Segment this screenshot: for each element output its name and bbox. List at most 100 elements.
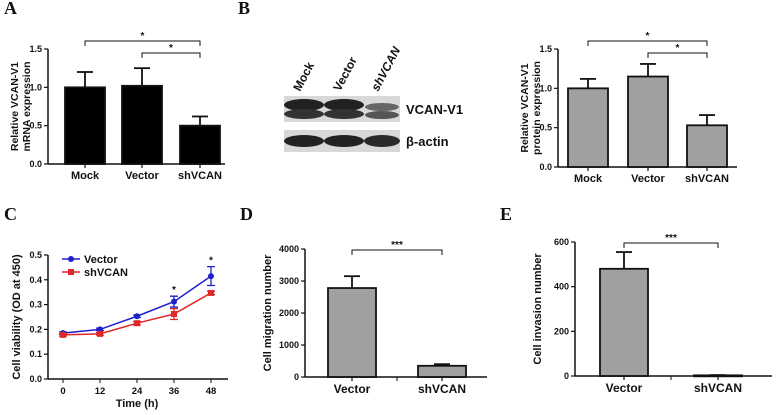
panel-label-e: E — [500, 204, 512, 224]
significance-label: * — [141, 31, 145, 42]
chart-panel-c: 0.0 0.1 0.2 0.3 0.4 0.5 Cell viability (OD at … — [11, 250, 228, 410]
x-tick-label: shVCAN — [418, 382, 466, 396]
y-tick-label: 0.1 — [29, 349, 42, 359]
y-axis-label: protein expression — [531, 61, 543, 155]
x-tick-label: Vector — [334, 382, 371, 396]
y-tick-label: 0 — [564, 371, 569, 381]
chart-panel-a: 0.0 0.5 1.0 1.5 Relative VCAN-V1 mRNA express… — [9, 31, 225, 182]
y-tick-label: 0.0 — [29, 159, 42, 169]
significance-bracket — [623, 242, 719, 248]
data-point — [208, 273, 214, 280]
y-tick-label: 0 — [294, 372, 299, 382]
bar-vector — [627, 75, 669, 168]
data-point — [171, 311, 177, 318]
bar-vector — [121, 84, 163, 165]
x-tick-label: Vector — [631, 173, 665, 185]
x-tick-label: shVCAN — [694, 381, 742, 395]
chart-panel-e: 0 200 400 600 Cell invasion number Vector shVC… — [532, 233, 772, 395]
x-tick-label: 12 — [95, 386, 106, 397]
x-tick-label: Mock — [71, 170, 100, 182]
y-tick-label: 0.0 — [539, 162, 552, 172]
y-tick-label: 0.5 — [539, 123, 552, 133]
y-axis-label: Cell viability (OD at 450) — [11, 254, 23, 380]
legend-label: shVCAN — [84, 267, 128, 279]
x-axis-label: Time (h) — [116, 398, 159, 410]
significance-label: * — [676, 43, 680, 54]
bar-mock — [567, 87, 609, 168]
y-axis-label: mRNA expression — [21, 61, 33, 151]
blot-band — [365, 111, 399, 119]
x-tick-label: 24 — [132, 386, 143, 397]
y-tick-label: 200 — [554, 326, 569, 336]
y-tick-label: 600 — [554, 237, 569, 247]
x-tick-label: shVCAN — [685, 173, 729, 185]
data-point — [60, 331, 66, 338]
legend-marker — [68, 269, 74, 275]
y-axis-label: Cell migration number — [262, 254, 274, 371]
panel-label-a: A — [4, 0, 17, 18]
y-tick-label: 0.2 — [29, 324, 42, 334]
y-axis-label: Relative VCAN-V1 — [519, 63, 531, 152]
significance-label: * — [172, 285, 176, 296]
y-axis-label: Relative VCAN-V1 — [9, 62, 21, 151]
y-tick-label: 1.5 — [29, 44, 42, 54]
x-tick-label: 36 — [169, 386, 180, 397]
y-tick-label: 4000 — [279, 244, 299, 254]
significance-bracket — [351, 249, 443, 255]
blot-lane-label: Vector — [330, 54, 360, 93]
y-tick-label: 0.5 — [29, 250, 42, 260]
blot-band — [324, 135, 364, 147]
data-point — [134, 313, 140, 320]
significance-label: * — [169, 43, 173, 54]
blot-band-label: β-actin — [406, 134, 449, 149]
x-tick-label: Vector — [606, 381, 643, 395]
chart-panel-b: 0.0 0.5 1.0 1.5 Relative VCAN-V1 protein expr… — [519, 31, 737, 185]
blot-band — [365, 103, 399, 111]
significance-label: * — [646, 31, 650, 42]
panel-label-d: D — [240, 204, 253, 224]
blot-band — [284, 135, 324, 147]
y-tick-label: 2000 — [279, 308, 299, 318]
y-tick-label: 1.0 — [29, 82, 42, 92]
y-tick-label: 0.5 — [29, 121, 42, 131]
bar-vector — [599, 267, 649, 377]
y-tick-label: 400 — [554, 282, 569, 292]
y-tick-label: 0.4 — [29, 275, 42, 285]
panel-label-b: B — [238, 0, 250, 18]
western-blot: Mock Vector shVCAN VCAN-V1 β-actin — [284, 44, 463, 152]
data-point — [97, 330, 103, 337]
significance-bracket — [84, 40, 201, 46]
significance-label: *** — [665, 233, 677, 244]
blot-lane-label: Mock — [290, 59, 317, 93]
x-tick-label: Mock — [574, 173, 603, 185]
significance-bracket — [587, 40, 708, 46]
legend-label: Vector — [84, 254, 118, 266]
significance-bracket — [647, 52, 708, 58]
y-tick-label: 0.3 — [29, 300, 42, 310]
y-tick-label: 3000 — [279, 276, 299, 286]
chart-panel-d: 0 1000 2000 3000 4000 Cell migration number Ve… — [262, 240, 487, 396]
significance-label: * — [209, 256, 213, 267]
bar-mock — [64, 86, 106, 165]
y-tick-label: 1.0 — [539, 83, 552, 93]
blot-band — [324, 99, 364, 111]
legend-marker — [68, 256, 74, 262]
blot-lane-label: shVCAN — [368, 44, 403, 93]
significance-label: *** — [391, 240, 403, 251]
blot-band — [324, 109, 364, 119]
significance-bracket — [141, 52, 201, 58]
data-point — [171, 298, 177, 305]
bar-vector — [327, 287, 377, 378]
y-tick-label: 0.0 — [29, 374, 42, 384]
y-axis-label: Cell invasion number — [532, 253, 544, 365]
blot-band-label: VCAN-V1 — [406, 102, 463, 117]
x-tick-label: 0 — [60, 386, 65, 397]
y-tick-label: 1.5 — [539, 44, 552, 54]
blot-band — [284, 109, 324, 119]
bar-shvcan — [179, 124, 221, 165]
x-tick-label: Vector — [125, 170, 159, 182]
y-tick-label: 1000 — [279, 340, 299, 350]
x-tick-label: shVCAN — [178, 170, 222, 182]
